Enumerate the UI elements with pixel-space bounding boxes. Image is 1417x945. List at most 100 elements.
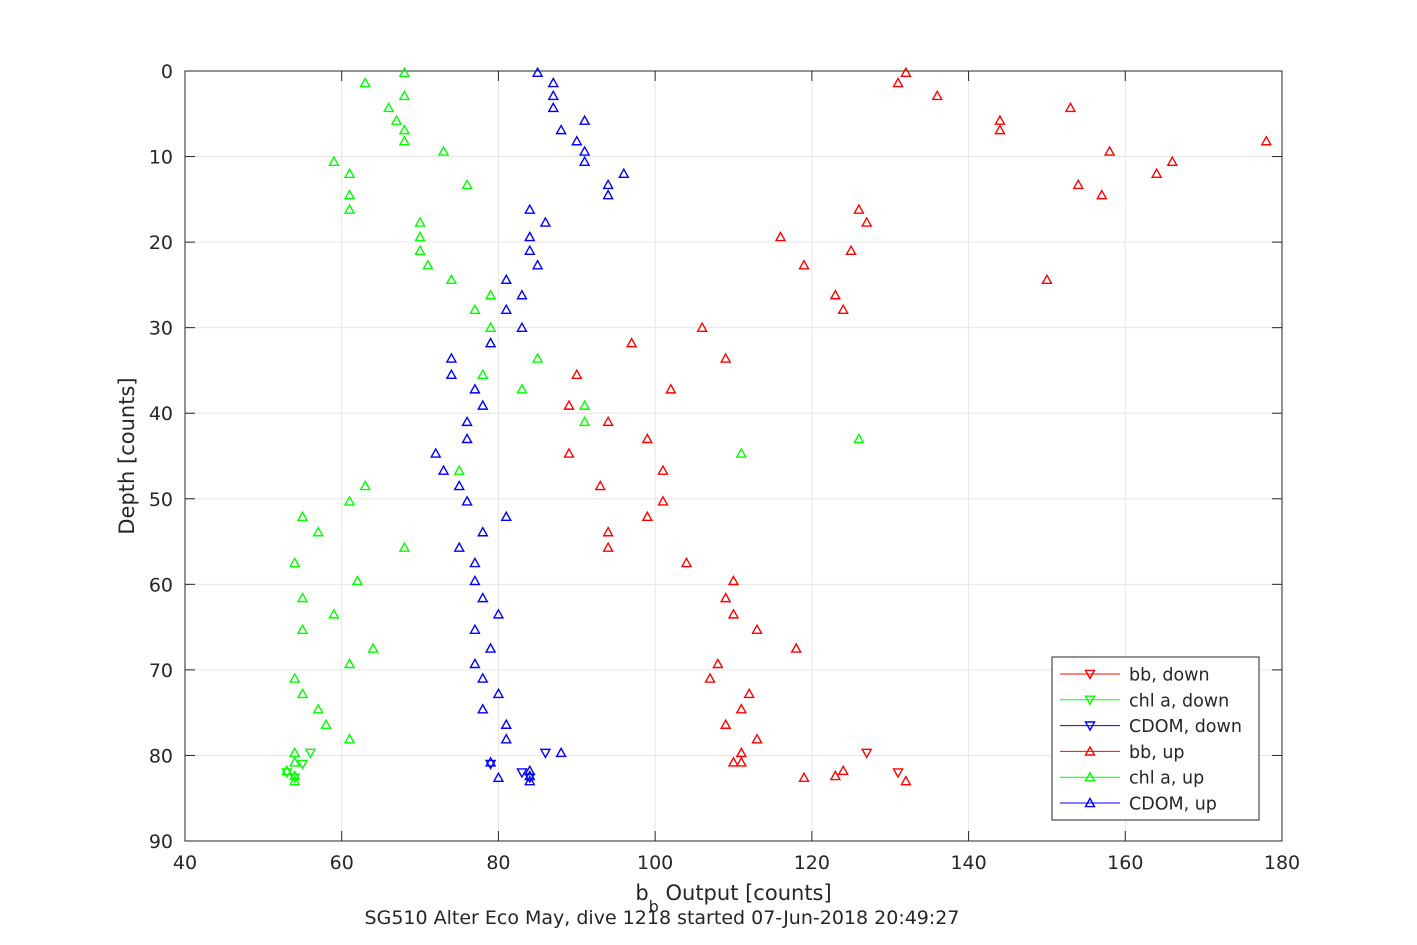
data-point: [484, 337, 497, 348]
data-point: [735, 447, 748, 458]
data-point: [484, 756, 497, 767]
x-axis-label: bb Output [counts]: [635, 881, 831, 916]
data-point: [500, 510, 512, 522]
data-point: [414, 216, 426, 227]
data-point: [398, 541, 411, 552]
data-point: [312, 703, 324, 714]
data-point: [453, 464, 465, 475]
y-tick-label: 90: [149, 831, 173, 853]
legend-label: CDOM, down: [1129, 717, 1242, 737]
data-point: [931, 89, 943, 101]
data-point: [414, 231, 426, 242]
data-point: [437, 464, 450, 475]
x-tick-label: 180: [1264, 852, 1300, 874]
data-point: [853, 432, 865, 444]
data-point: [296, 759, 309, 770]
data-point: [343, 189, 356, 200]
data-point: [727, 756, 740, 767]
data-point: [296, 510, 309, 522]
data-point: [390, 114, 403, 125]
data-point: [743, 687, 755, 699]
y-tick-label: 30: [149, 318, 173, 340]
data-point: [539, 216, 552, 227]
series-4: [281, 66, 865, 786]
data-point: [735, 703, 748, 714]
legend-marker: [1084, 669, 1096, 680]
data-point: [477, 672, 489, 683]
data-point: [398, 124, 411, 135]
data-point: [531, 352, 544, 363]
data-point: [735, 756, 748, 767]
data-point: [492, 608, 505, 619]
data-point: [578, 399, 591, 410]
series-3: [563, 66, 1273, 786]
data-point: [500, 733, 512, 744]
data-point: [296, 687, 309, 699]
data-point: [1096, 189, 1108, 200]
data-point: [696, 321, 708, 332]
data-point: [461, 178, 473, 190]
data-point: [845, 244, 857, 255]
data-point: [524, 231, 536, 242]
x-tick-label: 80: [486, 852, 510, 874]
data-point: [484, 321, 497, 332]
data-point: [571, 135, 583, 146]
data-point: [829, 770, 842, 781]
data-point: [484, 759, 497, 770]
data-point: [289, 557, 301, 568]
data-point: [367, 642, 379, 653]
legend-marker: [1084, 771, 1096, 782]
data-point: [516, 383, 528, 394]
axes-frame: [184, 70, 1283, 842]
data-point: [524, 244, 536, 255]
data-point: [1260, 135, 1273, 146]
x-axis-label-subscript: b: [649, 897, 659, 916]
legend-label: chl a, down: [1129, 691, 1229, 711]
data-markers: [281, 66, 1273, 786]
data-point: [398, 89, 411, 101]
data-point: [445, 273, 458, 285]
data-point: [712, 657, 724, 669]
y-tick-label: 0: [161, 61, 173, 83]
data-point: [524, 764, 536, 776]
data-point: [578, 145, 591, 156]
data-point: [657, 464, 669, 475]
data-point: [853, 203, 865, 214]
series-1: [281, 748, 317, 784]
data-point: [539, 748, 552, 759]
data-point: [453, 541, 465, 552]
data-point: [602, 189, 614, 200]
data-point: [578, 155, 591, 166]
data-point: [798, 259, 810, 270]
x-tick-label: 60: [330, 852, 354, 874]
data-point: [289, 773, 301, 784]
legend-marker: [1084, 721, 1096, 732]
data-point: [657, 495, 669, 506]
data-point: [289, 672, 301, 683]
data-point: [563, 399, 575, 410]
y-tick-label: 40: [149, 403, 173, 425]
data-point: [296, 592, 309, 603]
data-point: [547, 89, 559, 101]
data-point: [516, 289, 528, 300]
data-point: [477, 526, 489, 537]
data-point: [524, 770, 536, 781]
data-point: [751, 733, 763, 744]
data-point: [461, 432, 473, 444]
data-point: [727, 574, 740, 586]
data-point: [484, 289, 497, 300]
data-point: [383, 101, 395, 113]
data-point: [359, 77, 371, 88]
data-point: [328, 155, 340, 166]
y-tick-label: 70: [149, 660, 173, 682]
data-point: [719, 718, 732, 729]
x-tick-label: 140: [950, 852, 986, 874]
y-axis-label: Depth [counts]: [115, 377, 139, 534]
y-tick-label: 50: [149, 489, 173, 511]
data-point: [469, 383, 481, 394]
legend-marker: [1084, 695, 1096, 706]
x-tick-label: 160: [1107, 852, 1143, 874]
data-point: [492, 771, 505, 782]
data-point: [1064, 101, 1077, 113]
